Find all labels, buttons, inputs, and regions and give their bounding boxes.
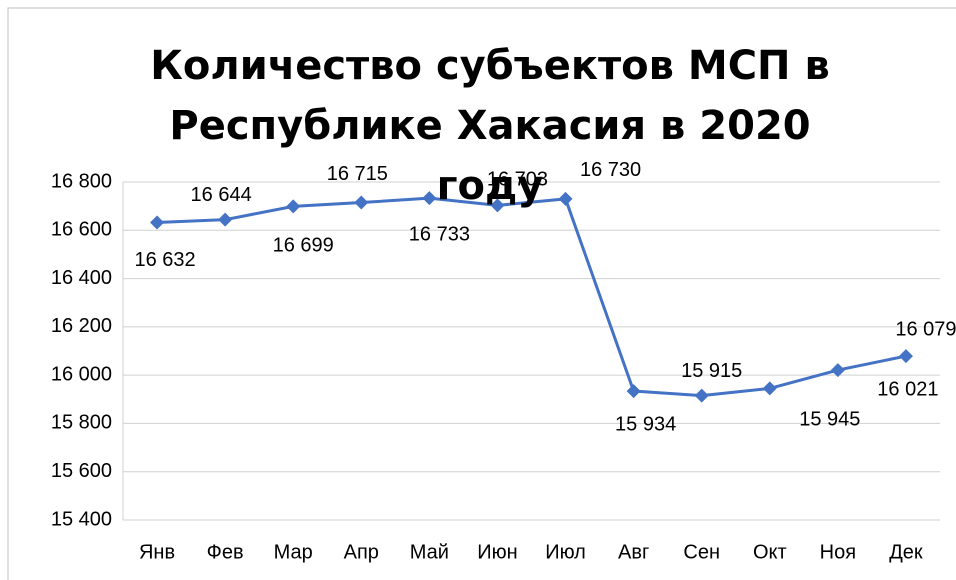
x-tick-label: Сен [683, 541, 720, 563]
chart-frame [7, 7, 956, 580]
y-tick-label: 15 600 [51, 460, 112, 482]
data-label: 16 632 [134, 249, 195, 271]
marker [830, 363, 845, 378]
y-tick-label: 16 000 [51, 363, 112, 385]
data-label: 16 079 [895, 318, 956, 340]
marker [218, 212, 233, 227]
data-label: 15 915 [681, 360, 742, 382]
marker [626, 384, 641, 399]
y-tick-label: 15 400 [51, 508, 112, 530]
data-label: 16 733 [409, 223, 470, 245]
marker [694, 388, 709, 403]
line [156, 196, 907, 398]
marker [898, 349, 913, 364]
y-tick-label: 16 200 [51, 315, 112, 337]
x-tick-label: Дек [889, 541, 923, 563]
x-tick-label: Ноя [820, 541, 856, 563]
x-tick-label: Фев [207, 541, 244, 563]
data-label: 16 715 [327, 163, 388, 185]
x-tick-label: Авг [618, 541, 649, 563]
marker [490, 198, 505, 213]
data-label: 15 945 [799, 409, 860, 431]
marker [150, 215, 165, 230]
x-tick-label: Мар [274, 541, 313, 563]
data-label: 15 934 [615, 413, 676, 435]
data-label: 16 644 [191, 184, 252, 206]
x-tick-label: Янв [139, 541, 175, 563]
y-tick-label: 16 600 [51, 219, 112, 241]
x-tick-label: Май [410, 541, 449, 563]
marker [558, 191, 573, 206]
data-label: 16 730 [580, 159, 641, 181]
x-tick-label: Окт [753, 541, 787, 563]
marker [762, 381, 777, 396]
x-tick-label: Июл [545, 541, 586, 563]
y-tick-label: 16 400 [51, 267, 112, 289]
x-tick-label: Июн [477, 541, 517, 563]
y-tick-label: 15 800 [51, 412, 112, 434]
data-label: 16 703 [487, 169, 548, 191]
marker [354, 195, 369, 210]
data-label: 16 021 [877, 378, 938, 400]
y-tick-label: 16 800 [51, 170, 112, 192]
data-label: 16 699 [273, 235, 334, 257]
marker [422, 191, 437, 206]
chart-title: Количество субъектов МСП в Республике Ха… [150, 43, 830, 209]
x-tick-label: Апр [344, 541, 379, 563]
marker [286, 199, 301, 214]
